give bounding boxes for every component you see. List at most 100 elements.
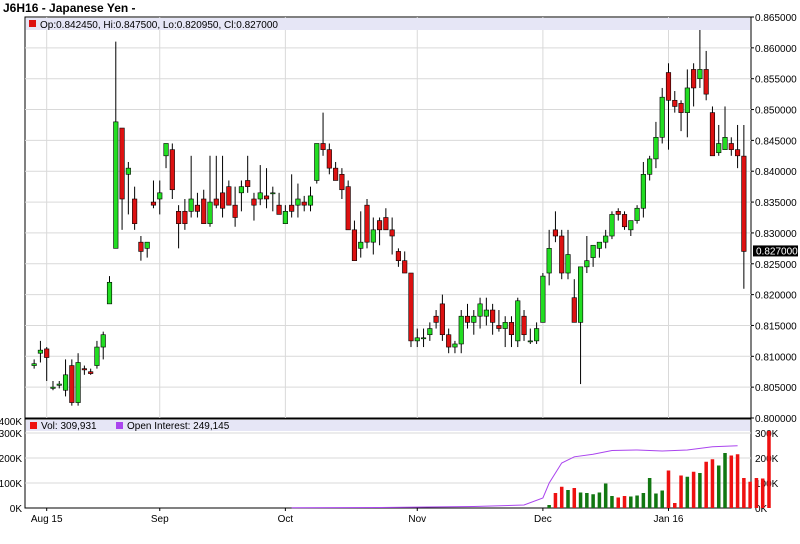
price-tick-label: 0.815000 [755, 321, 797, 332]
candle-body [69, 365, 75, 403]
candle-body [88, 371, 94, 374]
candle-body [351, 229, 358, 261]
candle-body [138, 241, 144, 252]
volume-bar [691, 471, 696, 508]
volume-tick-label-right: 300K [755, 429, 779, 440]
candle-body [207, 201, 213, 224]
candle-body [100, 334, 106, 348]
candle-body [339, 174, 345, 191]
candle-body [552, 229, 558, 237]
volume-bar [698, 473, 702, 508]
candle-body [596, 241, 602, 249]
volume-bar [754, 478, 759, 508]
candle-body [94, 346, 100, 366]
candle-body [433, 315, 439, 323]
candle-body [496, 325, 502, 329]
candle-body [295, 198, 301, 206]
price-tick-label: 0.845000 [755, 136, 797, 147]
last-price-label: 0.827000 [756, 246, 798, 257]
date-tick-label: Dec [534, 514, 552, 525]
candle-body [289, 204, 295, 212]
candle-body [703, 69, 709, 95]
candle-body [389, 229, 395, 237]
price-tick-label: 0.850000 [755, 106, 797, 117]
price-tick-label: 0.860000 [755, 44, 797, 55]
candle-body [132, 198, 138, 224]
volume-bar [578, 492, 583, 508]
volume-bar [748, 481, 752, 508]
ohlc-legend: Op:0.842450, Hi:0.847500, Lo:0.820950, C… [40, 20, 278, 31]
candle-body [521, 315, 527, 336]
candle-body [458, 315, 464, 345]
candle-body [735, 149, 741, 157]
volume-bar [742, 478, 746, 508]
candle-body [263, 195, 270, 200]
price-tick-label: 0.865000 [755, 13, 797, 24]
candle-body [314, 143, 320, 181]
candle-body [584, 260, 590, 268]
candle-body [50, 386, 56, 389]
candle-body [383, 217, 389, 231]
candle-body [358, 241, 364, 249]
candle-body [377, 220, 383, 231]
date-tick-label: Nov [408, 514, 426, 525]
volume-bar [585, 493, 589, 508]
volume-tick-label-left: 0K [10, 504, 23, 515]
candle-body [420, 337, 427, 340]
candle-body [621, 214, 628, 228]
chart-title: J6H16 - Japanese Yen - [3, 1, 136, 15]
price-tick-label: 0.825000 [755, 260, 797, 271]
candle-body [194, 204, 200, 212]
volume-bar [760, 478, 765, 508]
candle-body [691, 69, 697, 89]
price-tick-label: 0.830000 [755, 229, 797, 240]
volume-bar [723, 453, 727, 508]
volume-bar [603, 483, 608, 508]
candle-body [709, 112, 716, 157]
candle-body [578, 266, 584, 323]
candle-body [571, 297, 577, 323]
volume-bar [666, 470, 671, 508]
open-interest-line [291, 445, 738, 509]
candle-body [527, 340, 533, 343]
candle-body [534, 328, 540, 342]
candle-body [678, 103, 684, 113]
price-tick-label: 0.805000 [755, 383, 797, 394]
candle-body [125, 167, 131, 175]
candle-body [320, 143, 326, 150]
price-tick-label: 0.855000 [755, 75, 797, 86]
candle-body [276, 204, 282, 215]
date-tick-label: Jan 16 [653, 514, 683, 525]
volume-bar [629, 496, 633, 508]
last-price-marker: 0.827000 [753, 245, 798, 257]
volume-bar [660, 490, 664, 508]
candle-body [446, 334, 452, 348]
candle-body [477, 303, 483, 317]
candle-body [307, 195, 314, 206]
candle-body [182, 211, 188, 224]
candle-body [609, 214, 615, 237]
volume-bar [553, 493, 558, 508]
candle-body [188, 198, 194, 212]
volume-bar [572, 488, 577, 508]
candle-body [628, 220, 634, 231]
volume-bar [641, 493, 646, 508]
candle-body [282, 211, 288, 224]
volume-bar [673, 503, 677, 508]
volume-bar [547, 505, 551, 508]
candle-body [226, 186, 232, 206]
candle-body [490, 309, 496, 323]
volume-bar [635, 495, 639, 508]
candle-body [483, 309, 489, 317]
candle-body [716, 143, 722, 154]
candle-body [37, 349, 43, 354]
candle-body [119, 127, 125, 200]
candle-body [301, 201, 307, 206]
volume-bar [654, 493, 658, 508]
candle-body [75, 362, 81, 403]
candle-body [370, 229, 376, 243]
candle-body [439, 303, 445, 336]
candle-body [62, 374, 69, 391]
candle-body [257, 192, 263, 200]
